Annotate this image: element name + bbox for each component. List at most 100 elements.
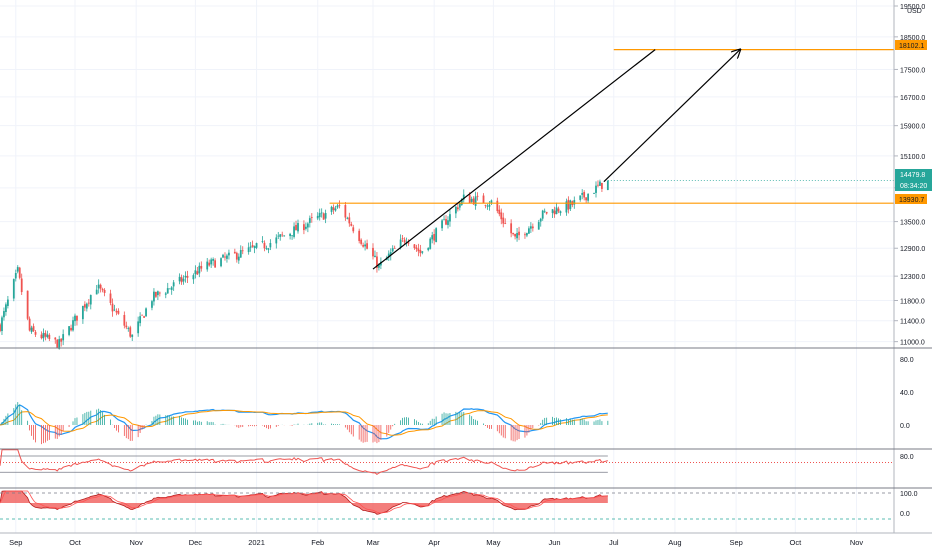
candle (115, 308, 118, 316)
candle-body (597, 184, 599, 186)
candle-body (310, 217, 313, 218)
candle-body (208, 262, 211, 266)
candle (158, 291, 161, 297)
candle (330, 205, 333, 215)
candle (85, 302, 88, 312)
candle-body (34, 331, 37, 335)
candle (170, 286, 173, 295)
candle (172, 280, 175, 291)
candle (127, 326, 130, 332)
candle-body (220, 258, 222, 267)
candle-body (360, 239, 363, 244)
candle-body (387, 253, 390, 258)
candle (510, 219, 513, 238)
candle (482, 193, 485, 204)
candle (58, 335, 61, 350)
candle (87, 299, 90, 307)
candle-body (12, 279, 15, 299)
candle (97, 279, 100, 294)
oscillator-pane-1[interactable] (0, 402, 609, 445)
candle (559, 210, 562, 216)
candle (155, 291, 157, 298)
candle-body (593, 193, 595, 194)
candle (502, 212, 505, 228)
candle-body (281, 234, 284, 236)
candle (537, 219, 540, 230)
candle-body (512, 232, 515, 235)
candle (484, 204, 487, 209)
pane-separators[interactable] (0, 0, 932, 534)
candle (279, 233, 282, 241)
candle (565, 198, 568, 216)
candle-body (97, 284, 100, 289)
candle (348, 212, 351, 227)
candle-body (316, 215, 319, 219)
candle-body (559, 211, 562, 214)
candle-body (16, 267, 19, 272)
candle (599, 179, 601, 186)
candle (374, 250, 376, 258)
candle (376, 251, 378, 273)
candle (539, 217, 542, 227)
oscillator-pane-2[interactable] (0, 449, 894, 476)
candle (212, 257, 215, 266)
candle (332, 204, 335, 215)
candle-body (32, 326, 35, 332)
candle-body (251, 245, 254, 247)
price-axis-tick: 15900.0 (900, 124, 925, 131)
time-axis-label: Aug (668, 538, 681, 547)
candle-body (139, 316, 142, 324)
candle (405, 237, 408, 247)
candle-body (449, 214, 451, 222)
time-axis[interactable]: Sep Oct Nov Dec 2021 Feb Mar Apr May Jun Jul Aug Sep… (9, 538, 863, 547)
support-price-label: 13930.7 (899, 197, 924, 204)
candle (0, 322, 1, 333)
candle (372, 243, 374, 260)
candle-body (581, 192, 584, 195)
time-axis-label: 2021 (248, 538, 265, 547)
candle-body (529, 226, 532, 229)
time-axis-label: Jul (609, 538, 619, 547)
oscillator-pane-3[interactable] (0, 490, 894, 520)
candle-body (18, 267, 21, 278)
candle-body (431, 235, 434, 240)
candle-body (269, 243, 272, 248)
candle (89, 294, 92, 310)
candle-body (336, 205, 339, 208)
candle-body (224, 256, 226, 258)
candle (26, 290, 29, 321)
candle (476, 192, 479, 201)
price-axis-tick: 13500.0 (900, 220, 925, 227)
candle (445, 215, 447, 226)
candle-body (40, 334, 43, 339)
candle (593, 192, 595, 194)
oscillator-3-signal-line (0, 490, 608, 514)
candle-body (155, 291, 157, 297)
price-axis-tick: 11800.0 (900, 298, 925, 305)
candle (113, 304, 116, 312)
candle (224, 252, 226, 261)
candle (46, 330, 49, 339)
candle (581, 189, 584, 200)
candle-body (235, 252, 238, 260)
candle-body (115, 310, 118, 313)
price-pane[interactable] (0, 179, 894, 350)
candle (103, 288, 106, 297)
candle-body (261, 241, 264, 242)
candle (318, 208, 321, 221)
candle-body (253, 246, 256, 249)
candle (28, 316, 31, 332)
candle (346, 216, 349, 220)
candle-body (474, 196, 477, 206)
oscillator-1-axis-tick: 80.0 (900, 357, 914, 364)
candle-body (42, 332, 45, 339)
candle (524, 232, 526, 239)
drawings[interactable] (329, 50, 894, 270)
candle-body (393, 247, 396, 249)
candle-body (95, 289, 98, 295)
candle (358, 228, 361, 244)
target-price-label: 18102.1 (899, 43, 924, 50)
candle-body (3, 311, 5, 318)
candle (20, 273, 23, 296)
